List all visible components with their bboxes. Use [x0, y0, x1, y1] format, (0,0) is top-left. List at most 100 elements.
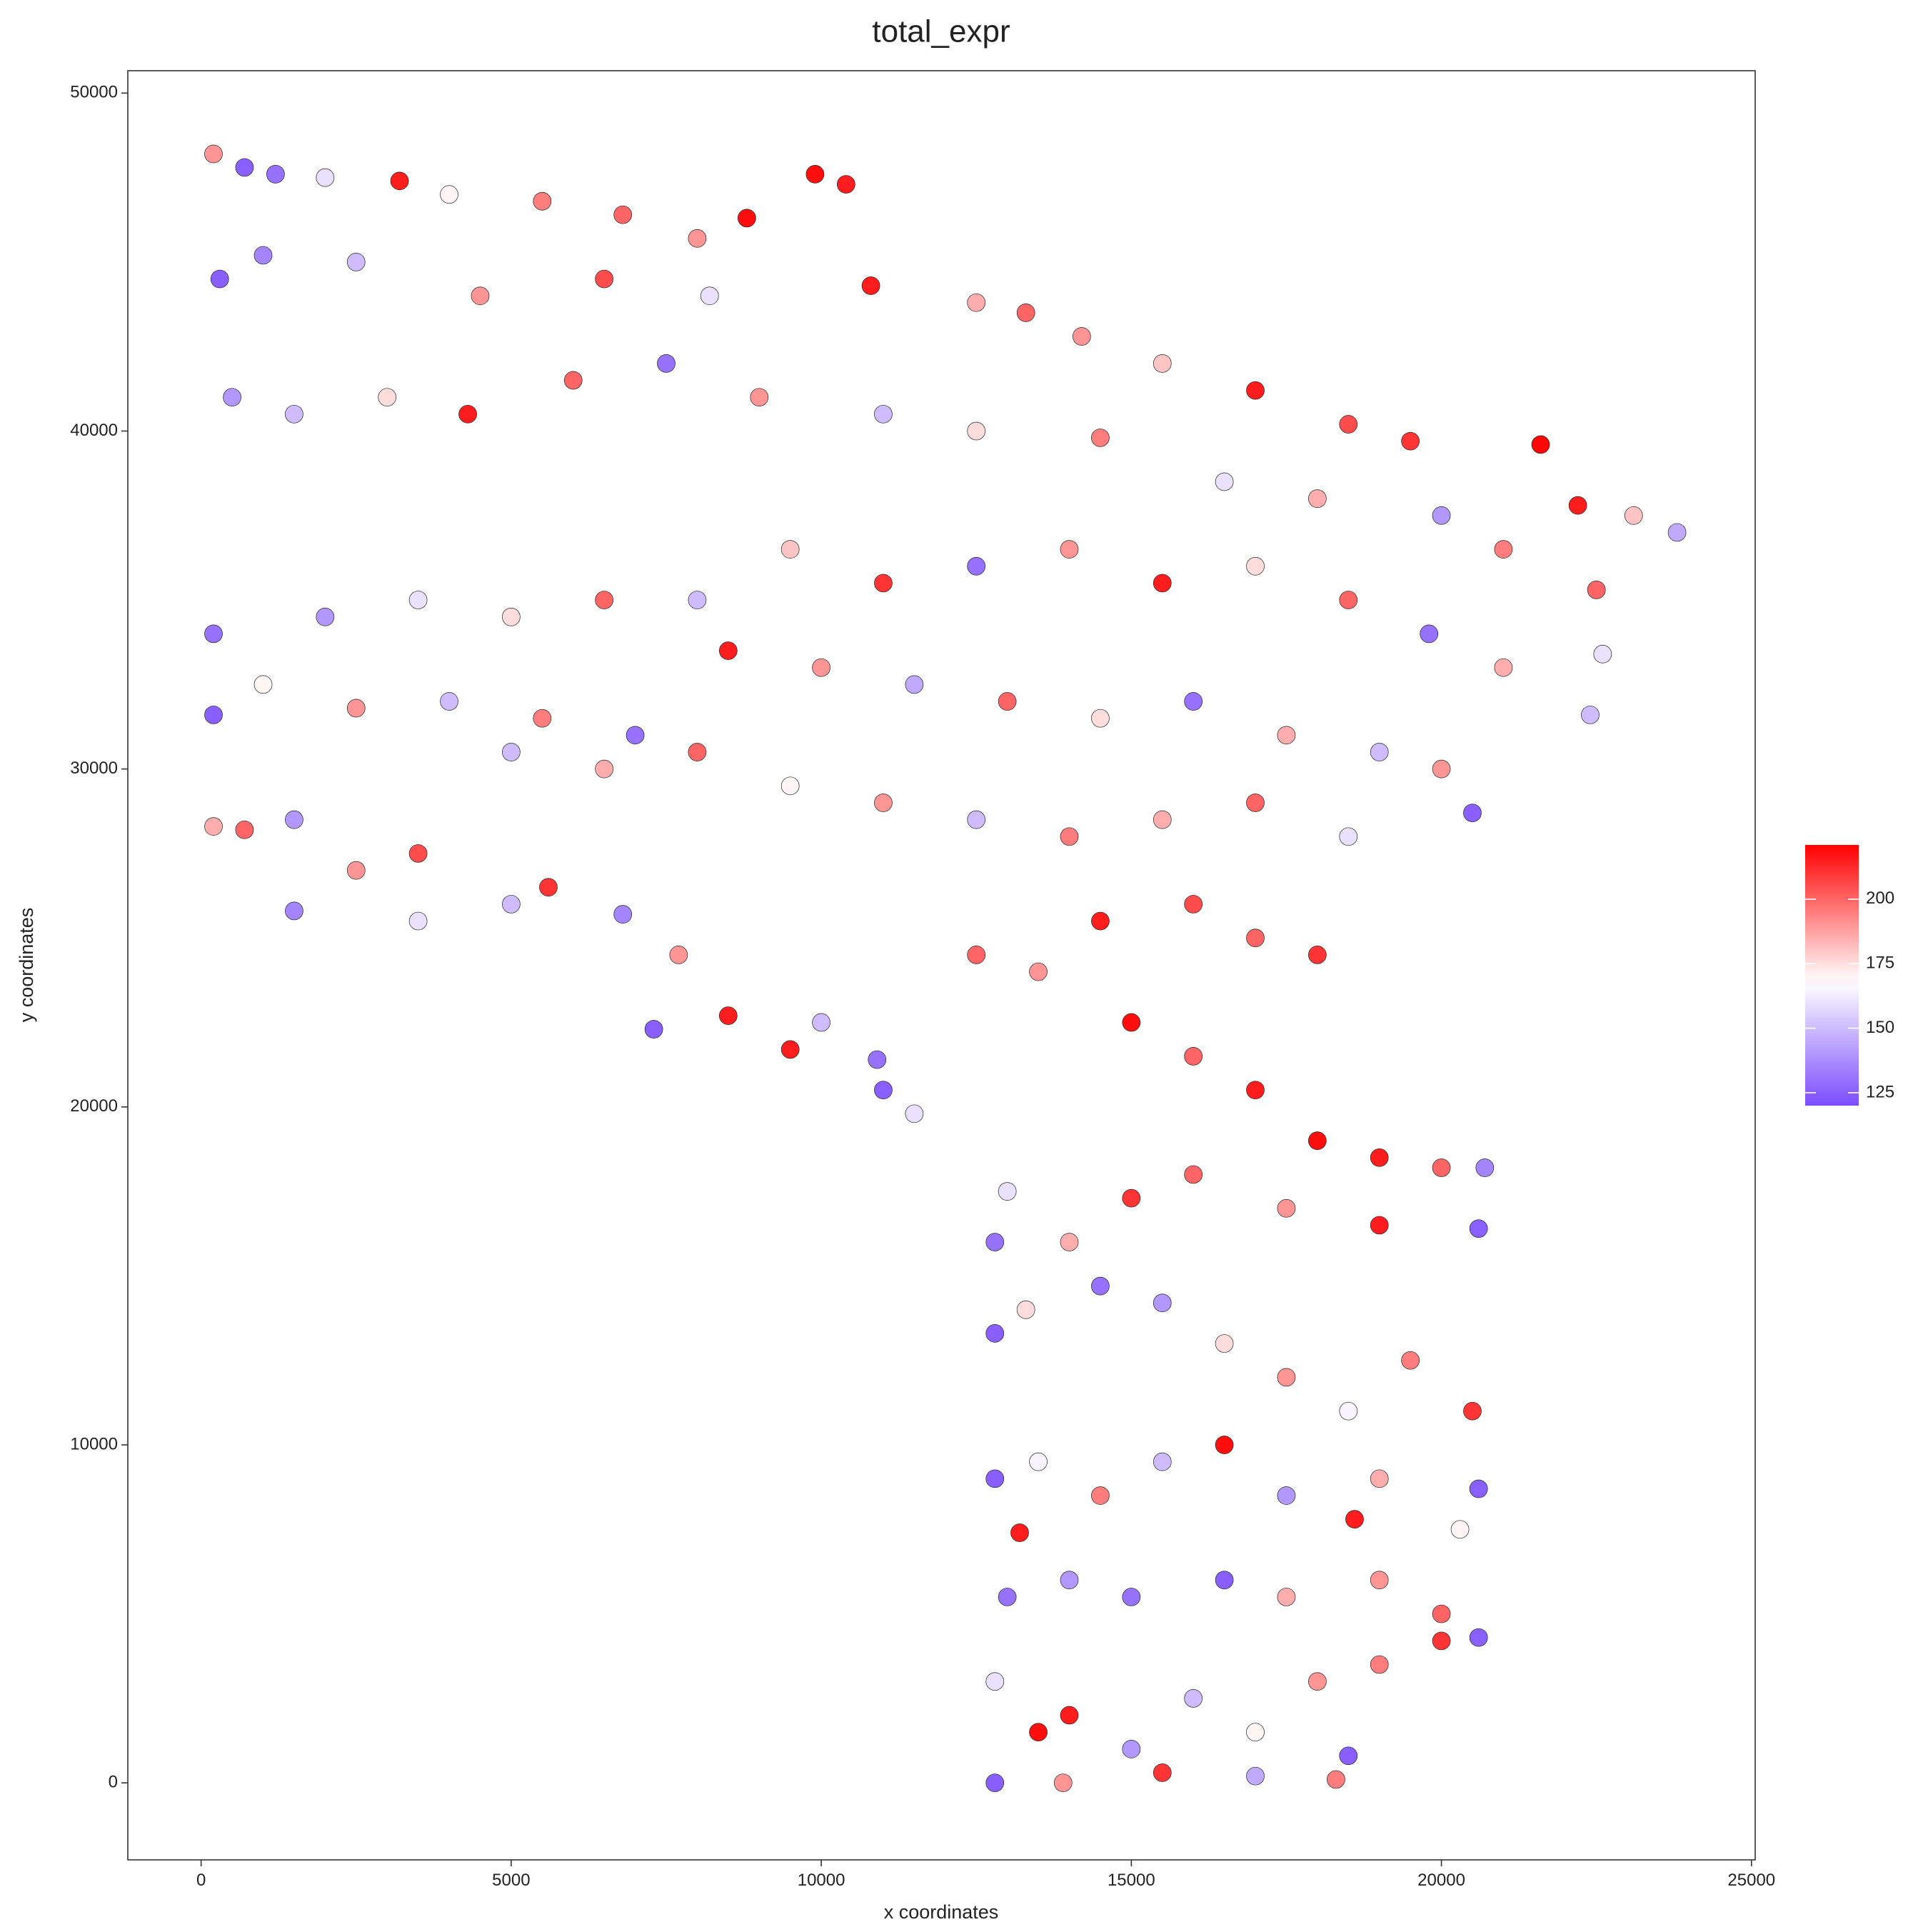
x-tick-label: 5000 [492, 1871, 530, 1890]
point [1277, 1486, 1296, 1505]
point [750, 388, 769, 407]
point [1494, 658, 1513, 677]
point [1667, 523, 1687, 542]
point [738, 209, 756, 228]
point [1153, 1293, 1172, 1313]
point [1370, 1655, 1389, 1674]
plot-border [127, 70, 1756, 1861]
point [1153, 574, 1172, 593]
chart-title: total_expr [872, 14, 1010, 49]
point [1184, 1047, 1203, 1066]
point [346, 861, 366, 880]
x-axis-title: x coordinates [884, 1901, 999, 1923]
point [223, 388, 241, 407]
point [812, 658, 830, 677]
point [316, 607, 335, 626]
point [440, 692, 458, 711]
point [1475, 1158, 1495, 1177]
point [595, 759, 613, 779]
point [967, 946, 986, 964]
point [1122, 1013, 1141, 1032]
point [595, 269, 613, 289]
point [967, 556, 986, 576]
point [1469, 1219, 1488, 1238]
point [874, 574, 893, 593]
point [563, 371, 583, 390]
colorbar-tick-label: 150 [1866, 1018, 1894, 1037]
point [1091, 1276, 1110, 1296]
point [440, 185, 458, 204]
point [1624, 506, 1643, 525]
point [1308, 489, 1327, 508]
point [1246, 556, 1265, 576]
point [204, 706, 223, 724]
point [1091, 911, 1110, 931]
point [1029, 1723, 1048, 1742]
point [204, 144, 223, 164]
point [502, 743, 521, 761]
point [780, 776, 800, 796]
point [1494, 540, 1513, 559]
point [613, 205, 633, 224]
y-tick-label: 10000 [70, 1434, 118, 1453]
point [266, 165, 285, 184]
point [1122, 1739, 1141, 1758]
point [1593, 644, 1612, 664]
point [533, 191, 552, 211]
y-tick-label: 30000 [70, 759, 118, 778]
x-tick-label: 0 [196, 1871, 206, 1890]
point [1060, 1233, 1079, 1251]
point [1339, 415, 1358, 434]
point [1587, 581, 1606, 599]
point [985, 1773, 1005, 1793]
point [235, 158, 254, 177]
point [905, 1104, 924, 1123]
point [998, 692, 1017, 711]
point [1339, 827, 1358, 846]
point [1060, 1706, 1079, 1725]
point [1053, 1773, 1073, 1793]
point [861, 276, 880, 295]
y-tick-label: 20000 [70, 1096, 118, 1116]
point [1370, 1148, 1389, 1167]
point [657, 354, 676, 373]
point [1432, 506, 1451, 525]
point [874, 794, 893, 812]
point [1153, 810, 1172, 829]
colorbar-tick-label: 200 [1866, 889, 1894, 908]
y-tick-label: 0 [109, 1773, 118, 1792]
points [204, 144, 1687, 1793]
point [1277, 1198, 1296, 1218]
point [613, 905, 633, 924]
point [253, 675, 273, 694]
point [985, 1469, 1005, 1488]
point [285, 404, 303, 424]
point [805, 165, 825, 184]
point [1469, 1628, 1488, 1647]
colorbar-tick-label: 125 [1866, 1082, 1894, 1101]
point [408, 591, 428, 609]
point [502, 607, 521, 626]
point [1327, 1770, 1345, 1789]
point [390, 171, 409, 191]
point [836, 175, 855, 194]
point [669, 946, 688, 964]
point [502, 895, 521, 914]
point [1370, 743, 1389, 761]
point [985, 1233, 1005, 1251]
point [1450, 1520, 1470, 1539]
point [1016, 304, 1035, 322]
point [1308, 1672, 1327, 1691]
point [985, 1672, 1005, 1691]
point [688, 229, 707, 248]
point [780, 1040, 800, 1059]
point [1420, 624, 1439, 644]
point [408, 911, 428, 931]
point [378, 388, 397, 407]
point [985, 1324, 1005, 1343]
point [1153, 1452, 1172, 1471]
point [1339, 1746, 1358, 1766]
point [1432, 1158, 1451, 1177]
point [1531, 435, 1550, 454]
